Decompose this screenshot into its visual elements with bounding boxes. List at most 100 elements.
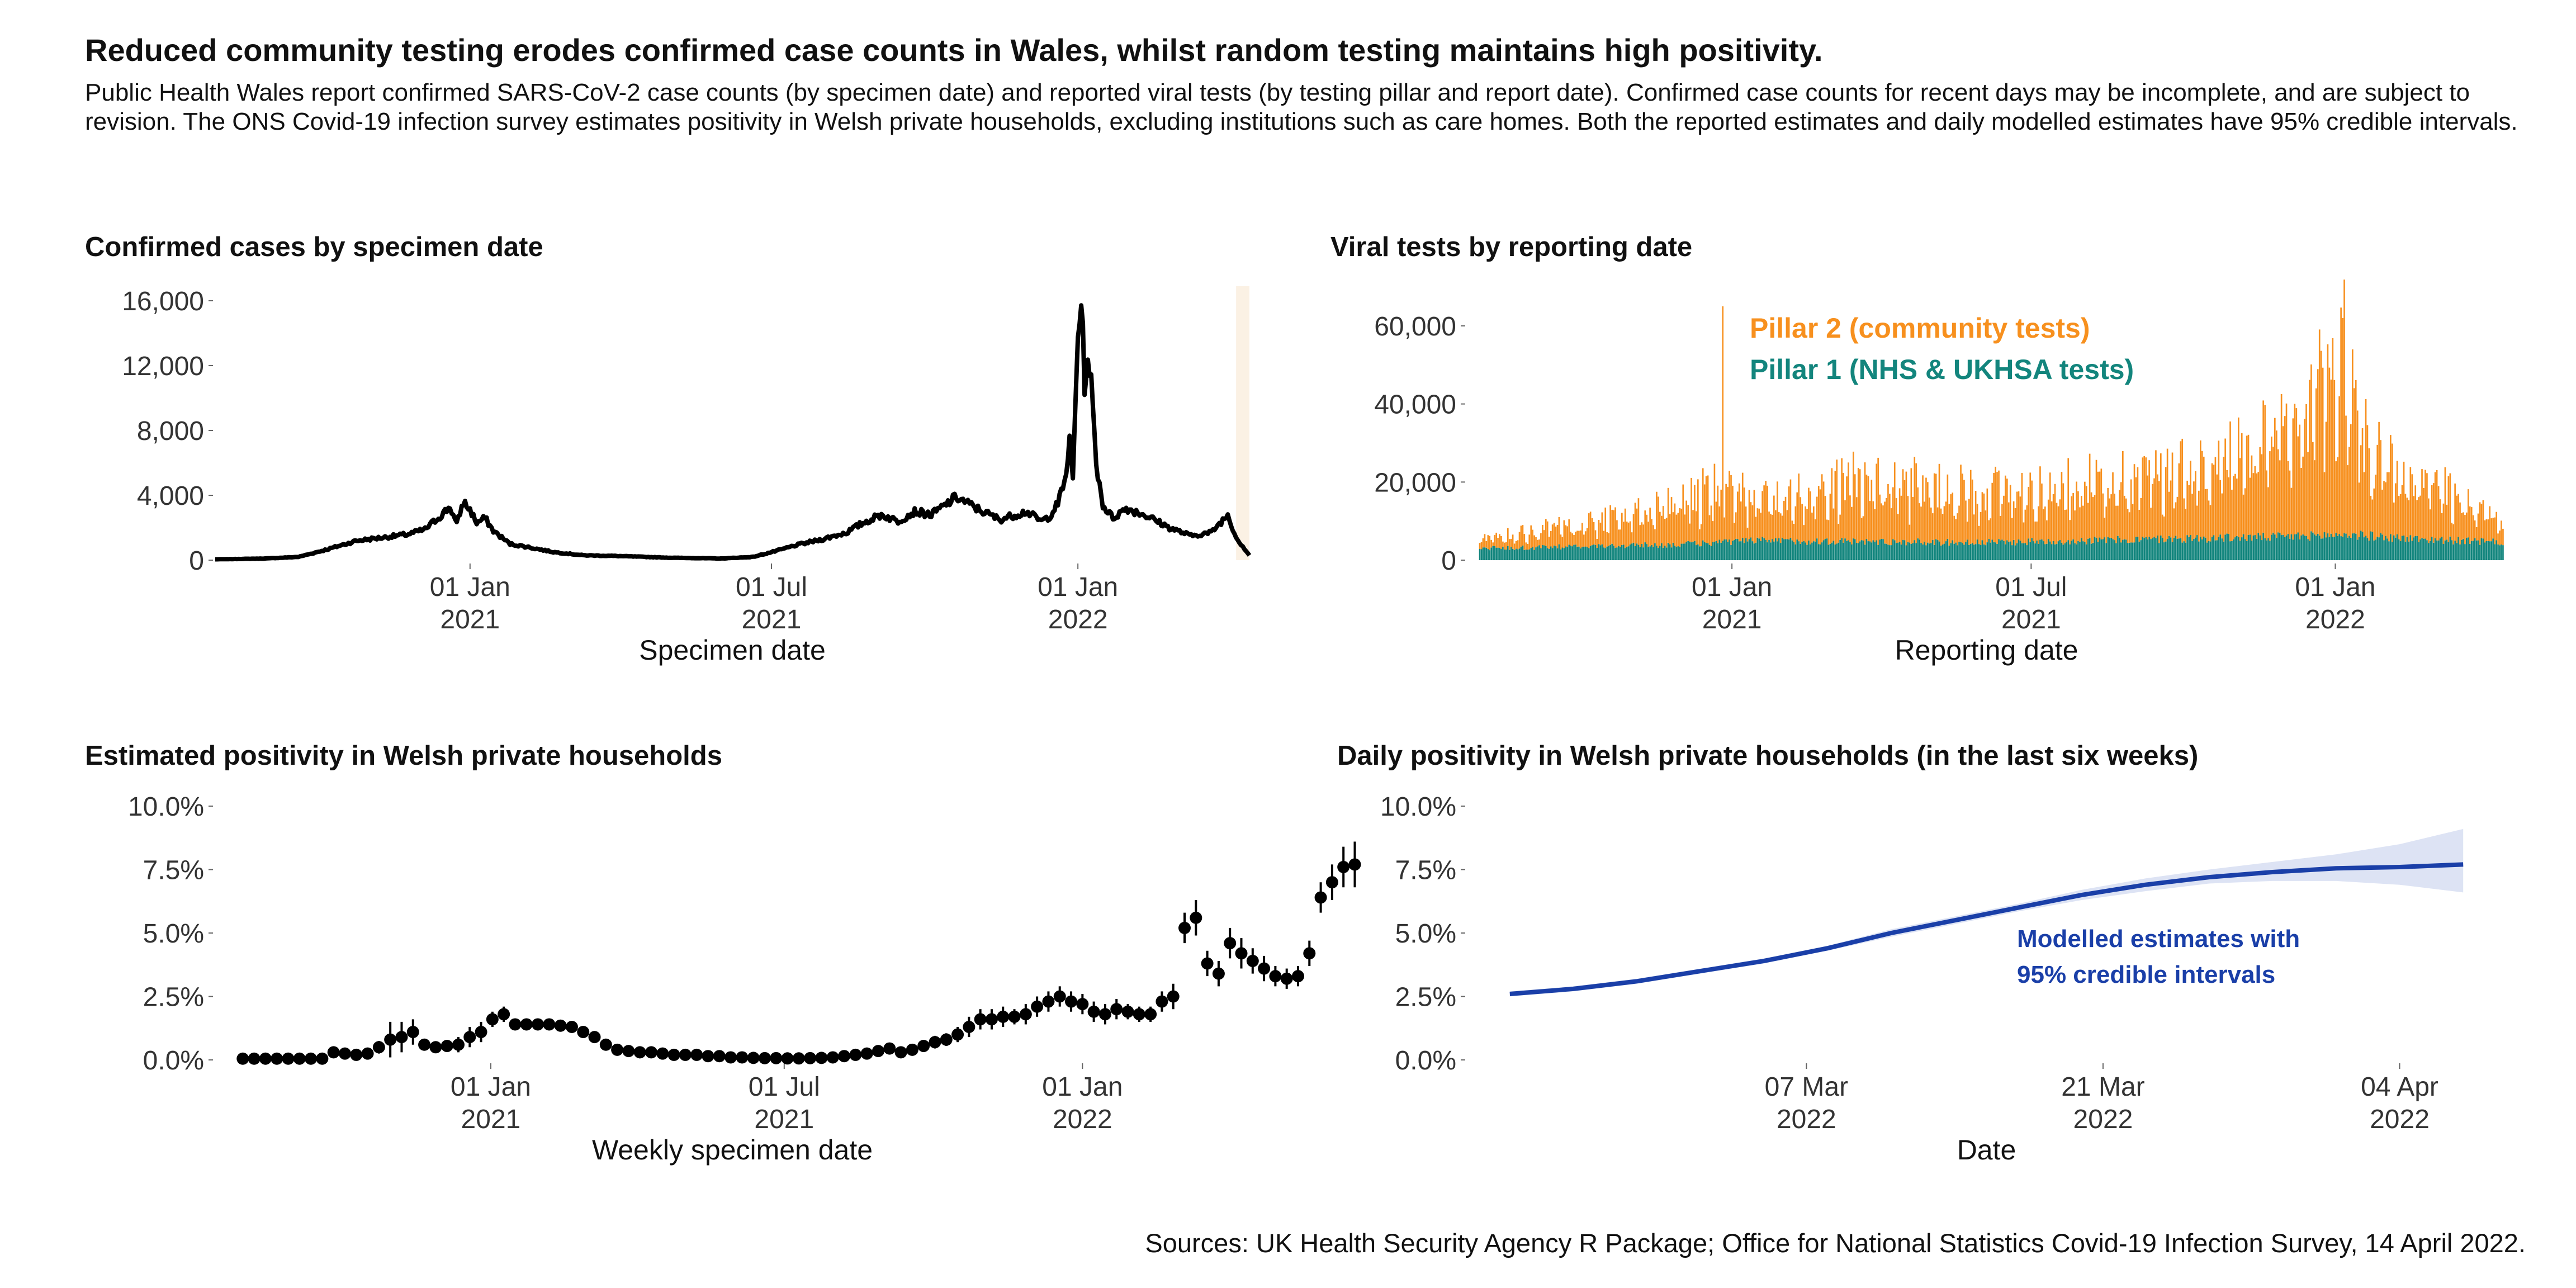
pillar2-bar — [1938, 463, 1940, 542]
pillar1-bar — [2355, 533, 2357, 560]
pillar2-bar — [1750, 502, 1752, 538]
panel-title-cases: Confirmed cases by specimen date — [85, 232, 543, 262]
pillar2-bar — [2052, 494, 2054, 541]
pillar1-bar — [2335, 533, 2337, 560]
pillar1-bar — [2224, 534, 2226, 560]
pillar2-bar — [2370, 496, 2372, 532]
pillar1-bar — [1652, 547, 1654, 560]
pillar2-bar — [1859, 469, 1861, 542]
pillar1-bar — [2416, 536, 2418, 560]
pillar2-bar — [2485, 519, 2488, 542]
weekly-point — [271, 1052, 283, 1065]
pillar2-bar — [1504, 542, 1505, 550]
pillar1-bar — [1594, 544, 1597, 560]
pillar1-bar — [2282, 534, 2284, 560]
pillar1-bar — [1940, 546, 1942, 560]
pillar2-bar — [1537, 539, 1538, 547]
pillar2-bar — [2213, 465, 2215, 536]
pillar2-bar — [2181, 438, 2184, 543]
pillar1-bar — [1522, 545, 1524, 560]
weekly-positivity-chart: 0.0% 2.5% 5.0% 7.5% 10.0% 01 Jan 2021 01 Jul 202… — [128, 792, 1361, 1166]
pillar2-bar — [2049, 472, 2051, 542]
pillar2-bar — [1561, 537, 1564, 548]
pillar1-bar — [1855, 543, 1858, 560]
pillar2-bar — [1933, 473, 1935, 545]
pillar2-bar — [1948, 504, 1950, 546]
pillar1-bar — [2138, 541, 2141, 560]
pillar2-bar — [2249, 477, 2251, 535]
pillar1-bar — [1608, 546, 1609, 560]
pillar2-bar — [2305, 404, 2307, 536]
pillar2-bar — [1677, 513, 1679, 547]
pillar1-bar — [2193, 538, 2195, 560]
pillar1-bar — [2480, 538, 2483, 560]
pillar2-bar — [2361, 428, 2364, 532]
pillar2-bar — [2071, 496, 2072, 541]
pillar2-bar — [1881, 503, 1882, 539]
pillar2-bar — [2036, 521, 2038, 541]
pillar2-bar — [2242, 494, 2244, 534]
pillar2-bar — [1955, 519, 1957, 543]
pillar1-bar — [2299, 539, 2301, 560]
weekly-point — [338, 1047, 351, 1060]
y-tick-label: 60,000 — [1374, 312, 1456, 342]
pillar2-bar — [2393, 502, 2395, 536]
pillar2-bar — [1712, 521, 1714, 542]
pillar2-bar — [2401, 485, 2403, 536]
pillar1-bar — [1528, 549, 1531, 560]
pillar2-bar — [2119, 490, 2120, 538]
weekly-point — [452, 1038, 465, 1051]
pillar1-bar — [2390, 534, 2392, 560]
pillar1-bar — [2090, 543, 2092, 560]
pillar1-bar — [2206, 542, 2208, 560]
weekly-point — [826, 1051, 839, 1064]
pillar1-bar — [1533, 550, 1535, 560]
pillar2-bar — [2385, 482, 2386, 536]
pillar2-bar — [2005, 475, 2006, 544]
pillar2-bar — [2299, 424, 2301, 539]
pillar2-bar — [2067, 458, 2070, 541]
pillar1-bar — [2029, 542, 2032, 560]
pillar1-bar — [1895, 543, 1897, 560]
pillar1-bar — [2289, 538, 2291, 560]
pillar2-bar — [2138, 510, 2141, 542]
pillar1-bar — [1958, 542, 1960, 560]
pillar1-bar — [1718, 539, 1721, 560]
pillar1-bar — [1976, 539, 1978, 560]
pillar2-bar — [2279, 460, 2281, 533]
pillar2-bar — [2224, 438, 2226, 535]
pillar2-bar — [2081, 496, 2082, 538]
pillar1-bar — [2315, 536, 2317, 560]
pillar1-bar — [2190, 535, 2191, 560]
pillar2-bar — [1900, 495, 1902, 545]
pillar1-bar — [2392, 542, 2393, 560]
pillar2-bar — [1727, 487, 1729, 542]
pillar2-bar — [1606, 532, 1608, 547]
pillar1-bar — [1551, 548, 1554, 560]
pillar2-bar — [2294, 404, 2296, 534]
pillar1-bar — [1874, 542, 1876, 560]
pillar1-bar — [2436, 540, 2438, 560]
pillar2-bar — [1922, 475, 1924, 544]
pillar2-bar — [1971, 479, 1973, 543]
pillar1-bar — [2095, 538, 2097, 560]
pillar1-bar — [1919, 539, 1920, 560]
pillar1-bar — [1942, 544, 1944, 560]
pillar2-bar — [2084, 481, 2086, 542]
pillar2-bar — [1808, 487, 1810, 541]
pillar1-bar — [2419, 539, 2421, 560]
pillar2-bar — [1543, 530, 1545, 546]
pillar1-bar — [1538, 545, 1540, 560]
pillar1-bar — [2499, 545, 2501, 560]
pillar1-bar — [2115, 543, 2117, 560]
pillar1-bar — [1948, 546, 1950, 560]
pillar1-bar — [2185, 542, 2186, 560]
pillar1-bar — [2198, 541, 2200, 560]
pillar1-bar — [2456, 543, 2457, 560]
pillar1-bar — [2479, 544, 2481, 560]
pillar1-bar — [1960, 542, 1962, 560]
pillar1-bar — [2214, 540, 2217, 560]
pillar1-bar — [2076, 544, 2077, 560]
pillar2-bar — [1924, 501, 1925, 542]
